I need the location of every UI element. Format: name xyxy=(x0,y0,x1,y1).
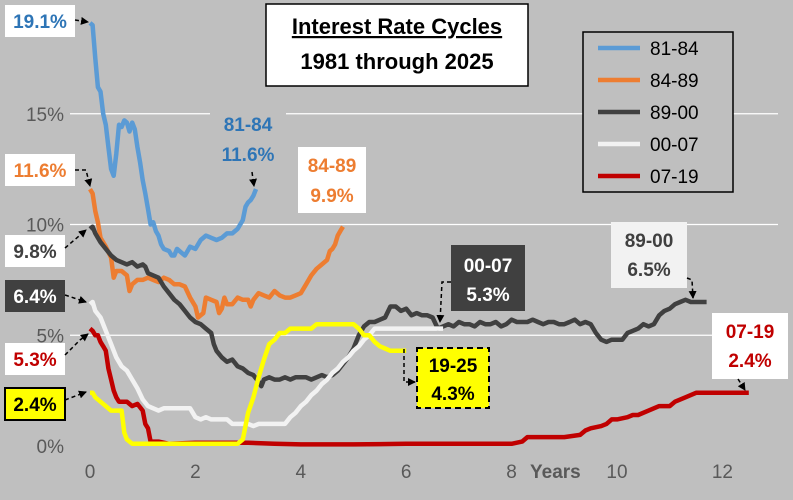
annotation-arrow xyxy=(64,333,89,356)
series-line-84-89 xyxy=(88,187,345,320)
annotation-arrow xyxy=(64,229,87,249)
series-line-19-25 xyxy=(90,321,407,447)
label-box xyxy=(298,147,366,213)
x-tick-label: 4 xyxy=(296,462,307,483)
series-lines xyxy=(88,21,749,447)
annotation-arrow xyxy=(403,349,416,386)
x-axis: 0 2 4 6 8 10 12 xyxy=(85,462,733,483)
annotation-text: 11.6% xyxy=(14,161,67,182)
annotation-text: 19-25 xyxy=(429,356,478,377)
annotation-text: 00-07 xyxy=(464,256,513,277)
y-tick-label: 15% xyxy=(26,105,64,126)
annotation-arrow xyxy=(436,281,451,323)
label-box xyxy=(4,387,66,421)
label-box xyxy=(210,105,286,171)
chart-title-line2: 1981 through 2025 xyxy=(300,49,493,74)
annotation-arrow xyxy=(75,169,93,187)
annotation-text: 07-19 xyxy=(726,322,775,343)
label-box xyxy=(5,343,65,375)
label-box xyxy=(5,5,75,37)
annotation-text: 19.1% xyxy=(13,12,67,33)
x-tick-label: 10 xyxy=(606,462,627,483)
annotation-arrow xyxy=(249,171,257,187)
annotation-text: 9.8% xyxy=(13,242,56,263)
series-line-07-19 xyxy=(88,326,749,447)
label-box xyxy=(5,280,65,312)
annotation-text: 2.4% xyxy=(728,351,771,372)
y-tick-label: 10% xyxy=(26,216,64,237)
label-box xyxy=(416,347,490,409)
label-box xyxy=(5,154,75,186)
label-box xyxy=(451,245,525,311)
label-box xyxy=(5,235,65,267)
annotation-labels: 19.1% 11.6% 9.8% 6.4% 5.3% 2.4% 81-84 11.6% 84-8… xyxy=(4,5,788,421)
annotation-text: 84-89 xyxy=(308,156,357,177)
x-tick-label: 12 xyxy=(712,462,733,483)
x-tick-label: 8 xyxy=(506,462,517,483)
annotation-text: 5.3% xyxy=(13,350,56,371)
annotation-arrow xyxy=(737,378,746,391)
annotation-text: 6.4% xyxy=(13,287,56,308)
annotation-text: 2.4% xyxy=(13,395,56,416)
series-line-89-00 xyxy=(88,224,707,389)
series-line-81-84 xyxy=(88,21,259,258)
annotation-text: 11.6% xyxy=(222,145,275,166)
x-tick-label: 2 xyxy=(190,462,201,483)
annotation-text: 9.9% xyxy=(310,186,353,207)
annotation-text: 81-84 xyxy=(224,115,273,136)
y-axis: 0% 5% 10% 15% xyxy=(26,105,64,458)
legend: 81-84 84-89 89-00 00-07 07-19 xyxy=(582,31,734,193)
x-axis-title: Years xyxy=(530,462,581,483)
x-tick-label: 6 xyxy=(401,462,412,483)
chart-title-box: Interest Rate Cycles 1981 through 2025 xyxy=(265,3,529,87)
label-box xyxy=(712,313,788,379)
legend-label: 07-19 xyxy=(650,167,699,188)
legend-label: 00-07 xyxy=(650,135,699,156)
annotation-arrow xyxy=(64,390,87,401)
legend-label: 81-84 xyxy=(650,39,699,60)
legend-label: 89-00 xyxy=(650,103,699,124)
y-tick-label: 0% xyxy=(37,437,65,458)
x-tick-label: 0 xyxy=(85,462,96,483)
y-tick-label: 5% xyxy=(37,326,65,347)
label-box xyxy=(611,222,687,288)
annotation-arrow xyxy=(74,16,89,25)
chart-title-line1: Interest Rate Cycles xyxy=(292,14,502,39)
annotation-text: 6.5% xyxy=(627,260,670,281)
annotation-text: 5.3% xyxy=(466,285,509,306)
annotation-arrow xyxy=(64,294,87,304)
legend-label: 84-89 xyxy=(650,71,699,92)
annotation-text: 4.3% xyxy=(431,384,474,405)
annotation-arrow xyxy=(686,277,697,299)
annotation-text: 89-00 xyxy=(625,231,674,252)
